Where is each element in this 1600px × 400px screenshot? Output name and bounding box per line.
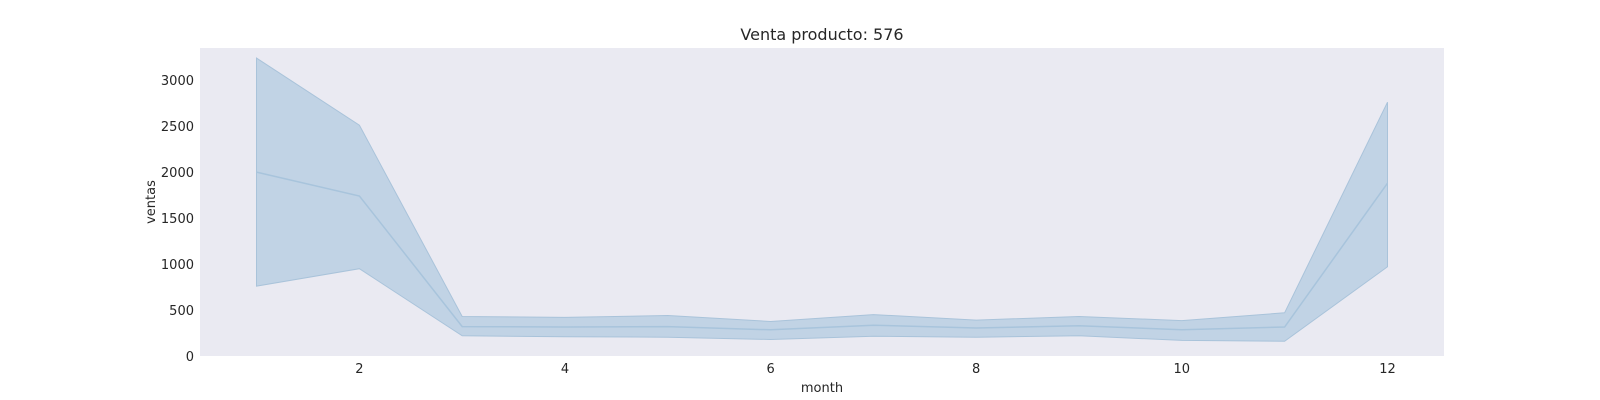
plot-area	[200, 48, 1444, 356]
data-point	[1078, 324, 1081, 327]
y-tick-label: 2500	[161, 120, 194, 135]
data-point	[461, 325, 464, 328]
x-tick-label: 6	[766, 362, 774, 377]
data-point	[872, 324, 875, 327]
y-tick-label: 3000	[161, 74, 194, 89]
x-axis-label: month	[801, 381, 843, 396]
y-tick-label: 500	[169, 304, 194, 319]
y-tick-label: 1000	[161, 258, 194, 273]
data-point	[358, 195, 361, 198]
x-tick-label: 10	[1174, 362, 1191, 377]
y-axis-ticks: 0 500 1000 1500 2000 2500 3000	[161, 74, 194, 365]
x-axis-ticks: 2 4 6 8 10 12	[355, 362, 1396, 377]
confidence-band	[256, 57, 1388, 342]
data-point	[564, 326, 567, 329]
y-axis-label: ventas	[144, 180, 159, 224]
x-tick-label: 2	[355, 362, 363, 377]
y-tick-label: 0	[186, 350, 194, 365]
data-point	[255, 171, 258, 174]
x-tick-label: 8	[972, 362, 980, 377]
chart-title: Venta producto: 576	[740, 25, 903, 44]
data-point	[666, 325, 669, 328]
series-line	[256, 171, 1389, 331]
x-tick-label: 12	[1379, 362, 1396, 377]
data-point	[1180, 328, 1183, 331]
x-tick-label: 4	[561, 362, 569, 377]
y-tick-label: 1500	[161, 212, 194, 227]
data-point	[769, 328, 772, 331]
data-point	[975, 327, 978, 330]
y-tick-label: 2000	[161, 166, 194, 181]
data-point	[1283, 326, 1286, 329]
data-point	[1386, 182, 1389, 185]
